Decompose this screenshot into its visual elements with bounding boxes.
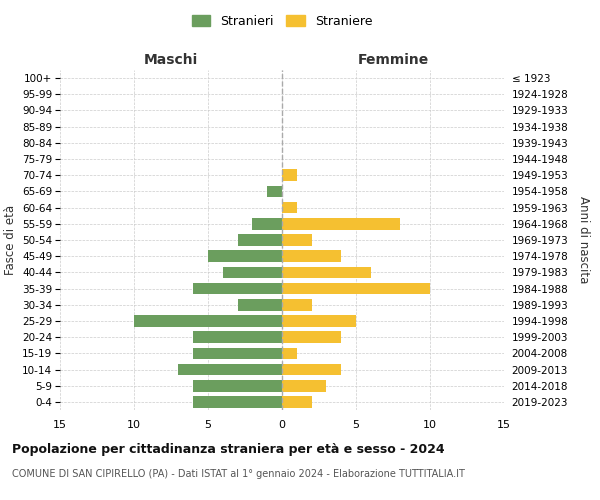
Bar: [208, 250, 282, 262]
Bar: [193, 380, 282, 392]
Bar: [178, 364, 282, 376]
Bar: [282, 218, 400, 230]
Bar: [282, 299, 311, 310]
Bar: [282, 364, 341, 376]
Legend: Stranieri, Straniere: Stranieri, Straniere: [188, 11, 376, 32]
Bar: [282, 202, 297, 213]
Bar: [253, 218, 282, 230]
Bar: [282, 170, 297, 181]
Bar: [238, 299, 282, 310]
Bar: [193, 332, 282, 343]
Text: Maschi: Maschi: [144, 53, 198, 67]
Bar: [282, 234, 311, 246]
Bar: [282, 315, 356, 327]
Text: Popolazione per cittadinanza straniera per età e sesso - 2024: Popolazione per cittadinanza straniera p…: [12, 442, 445, 456]
Text: Femmine: Femmine: [358, 53, 428, 67]
Y-axis label: Fasce di età: Fasce di età: [4, 205, 17, 275]
Bar: [282, 266, 371, 278]
Y-axis label: Anni di nascita: Anni di nascita: [577, 196, 590, 284]
Bar: [282, 282, 430, 294]
Bar: [238, 234, 282, 246]
Bar: [282, 332, 341, 343]
Bar: [282, 380, 326, 392]
Bar: [267, 186, 282, 198]
Bar: [193, 396, 282, 407]
Bar: [134, 315, 282, 327]
Bar: [282, 250, 341, 262]
Text: COMUNE DI SAN CIPIRELLO (PA) - Dati ISTAT al 1° gennaio 2024 - Elaborazione TUTT: COMUNE DI SAN CIPIRELLO (PA) - Dati ISTA…: [12, 469, 465, 479]
Bar: [282, 348, 297, 359]
Bar: [282, 396, 311, 407]
Bar: [193, 348, 282, 359]
Bar: [223, 266, 282, 278]
Bar: [193, 282, 282, 294]
